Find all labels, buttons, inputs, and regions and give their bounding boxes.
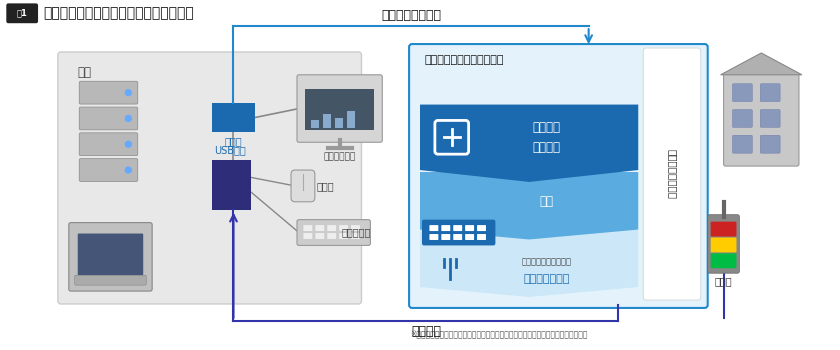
FancyBboxPatch shape <box>477 234 486 240</box>
FancyBboxPatch shape <box>732 84 753 101</box>
Circle shape <box>125 167 131 173</box>
Bar <box>334 118 343 128</box>
FancyBboxPatch shape <box>429 234 438 240</box>
Text: ※入力がキーボードやマウスの例です。タッチパネルディスプレイにも対応します。: ※入力がキーボードやマウスの例です。タッチパネルディスプレイにも対応します。 <box>411 330 588 339</box>
FancyBboxPatch shape <box>711 238 737 252</box>
FancyBboxPatch shape <box>643 48 701 300</box>
Text: 設備: 設備 <box>78 66 92 79</box>
Text: 読み取り: 読み取り <box>533 141 560 154</box>
FancyBboxPatch shape <box>465 234 474 240</box>
FancyBboxPatch shape <box>711 253 737 268</box>
FancyBboxPatch shape <box>351 225 360 231</box>
FancyBboxPatch shape <box>465 225 474 231</box>
Text: ディスプレイ: ディスプレイ <box>323 152 356 161</box>
FancyBboxPatch shape <box>339 233 348 239</box>
Polygon shape <box>420 105 638 182</box>
FancyBboxPatch shape <box>732 135 753 153</box>
FancyBboxPatch shape <box>291 170 315 202</box>
FancyBboxPatch shape <box>7 4 38 23</box>
Polygon shape <box>721 53 802 75</box>
Text: マウス: マウス <box>317 181 334 191</box>
Text: あやつりシナリオ: あやつりシナリオ <box>667 149 677 199</box>
Text: 入力信号: 入力信号 <box>411 325 441 338</box>
FancyBboxPatch shape <box>303 225 312 231</box>
Bar <box>323 114 331 128</box>
FancyBboxPatch shape <box>441 234 450 240</box>
Text: 入力信号を生成: 入力信号を生成 <box>523 274 570 284</box>
Polygon shape <box>420 230 638 297</box>
Bar <box>212 103 255 132</box>
Circle shape <box>125 116 131 121</box>
FancyBboxPatch shape <box>351 233 360 239</box>
Circle shape <box>125 90 131 96</box>
Polygon shape <box>420 172 638 239</box>
Text: 画面信号: 画面信号 <box>533 121 560 134</box>
FancyBboxPatch shape <box>303 233 312 239</box>
FancyBboxPatch shape <box>297 220 370 245</box>
FancyBboxPatch shape <box>454 225 462 231</box>
Text: キーボード: キーボード <box>342 228 371 238</box>
FancyBboxPatch shape <box>732 110 753 127</box>
FancyBboxPatch shape <box>409 44 707 308</box>
Text: 判断: 判断 <box>539 195 554 208</box>
FancyBboxPatch shape <box>707 215 739 273</box>
Circle shape <box>125 141 131 147</box>
Text: 画面（出力）信号: 画面（出力）信号 <box>381 9 441 22</box>
FancyBboxPatch shape <box>723 73 799 166</box>
FancyBboxPatch shape <box>760 110 780 127</box>
FancyBboxPatch shape <box>58 52 361 304</box>
Text: USBハブ: USBハブ <box>213 145 245 155</box>
FancyBboxPatch shape <box>69 223 152 291</box>
FancyBboxPatch shape <box>760 135 780 153</box>
FancyBboxPatch shape <box>454 234 462 240</box>
FancyBboxPatch shape <box>328 225 336 231</box>
FancyBboxPatch shape <box>79 81 138 104</box>
FancyBboxPatch shape <box>79 133 138 156</box>
FancyBboxPatch shape <box>79 107 138 130</box>
FancyBboxPatch shape <box>315 233 324 239</box>
FancyBboxPatch shape <box>305 89 375 130</box>
Text: 分岐器: 分岐器 <box>224 136 242 146</box>
Bar <box>347 111 354 128</box>
FancyBboxPatch shape <box>429 225 438 231</box>
FancyBboxPatch shape <box>78 233 143 275</box>
FancyBboxPatch shape <box>441 225 450 231</box>
FancyBboxPatch shape <box>315 225 324 231</box>
Text: 表示灯: 表示灯 <box>715 276 732 286</box>
FancyBboxPatch shape <box>79 159 138 181</box>
FancyBboxPatch shape <box>711 222 737 237</box>
Text: 設備あやつり制御ボックス: 設備あやつり制御ボックス <box>425 55 505 65</box>
FancyBboxPatch shape <box>75 275 146 285</box>
Bar <box>212 160 251 210</box>
Text: 設備あやつり制御パッケージの基本構成: 設備あやつり制御パッケージの基本構成 <box>43 6 194 20</box>
FancyBboxPatch shape <box>477 225 486 231</box>
FancyBboxPatch shape <box>297 75 382 142</box>
Text: キーボードやマウスの: キーボードやマウスの <box>522 258 571 267</box>
FancyBboxPatch shape <box>760 84 780 101</box>
FancyBboxPatch shape <box>422 220 496 245</box>
Bar <box>311 120 319 128</box>
FancyBboxPatch shape <box>328 233 336 239</box>
Text: 図1: 図1 <box>17 9 28 18</box>
FancyBboxPatch shape <box>339 225 348 231</box>
